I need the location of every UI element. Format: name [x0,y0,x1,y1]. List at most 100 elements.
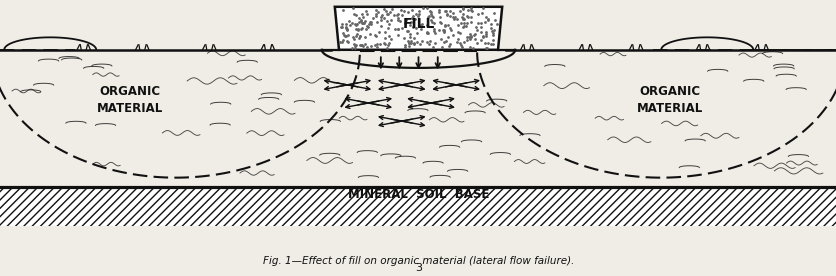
Point [451,17,464,21]
Point [424,12,437,17]
Point [437,30,451,34]
Point [467,33,481,37]
Point [352,16,365,21]
Point [471,12,484,16]
Point [398,44,411,49]
Text: Fig. 1—Effect of fill on organic material (lateral flow failure).: Fig. 1—Effect of fill on organic materia… [263,256,573,266]
Point [363,32,376,36]
Point [380,12,393,16]
Point [463,36,477,41]
Point [399,18,412,22]
Point [467,32,481,36]
Point [351,26,364,31]
Point [422,14,436,18]
Point [406,41,420,46]
Point [479,46,492,50]
Point [458,24,472,28]
Point [421,15,434,19]
Point [345,46,359,51]
Point [438,9,451,13]
Point [464,6,477,10]
Point [423,39,436,43]
Point [362,22,375,26]
Point [434,21,447,26]
Point [480,46,493,51]
Point [343,23,356,27]
Point [479,30,492,34]
Point [410,31,423,36]
Point [428,30,441,35]
Point [490,22,503,26]
Point [346,6,359,11]
Point [464,15,477,19]
Point [461,8,474,12]
Point [414,27,427,31]
Point [409,12,422,16]
Point [405,8,419,12]
Point [354,18,368,23]
Point [486,33,499,38]
Point [364,20,377,24]
Point [426,20,440,25]
Point [348,46,361,50]
Point [432,28,446,32]
Point [369,34,382,38]
Point [376,7,390,11]
Point [370,45,383,49]
Point [339,34,353,38]
Point [376,40,390,45]
Point [415,22,428,26]
Point [404,41,417,45]
Point [390,11,404,16]
Point [359,9,372,13]
Point [460,35,473,39]
Point [400,29,413,33]
Point [353,34,366,38]
Point [370,42,383,47]
Point [390,18,404,22]
Point [446,33,459,37]
Point [443,9,456,14]
Point [456,17,469,21]
Point [471,21,484,25]
Point [335,21,349,26]
Point [339,22,352,26]
Point [374,23,387,28]
Point [447,15,461,19]
Text: FILL: FILL [402,17,434,31]
Point [359,12,373,17]
Point [401,44,415,49]
Point [354,43,368,47]
Point [415,39,429,43]
Point [354,18,368,22]
Point [333,39,346,44]
Point [360,24,374,28]
Point [440,12,453,17]
Point [394,8,407,12]
Point [364,21,377,26]
Point [375,12,389,17]
Point [449,39,462,44]
Point [341,40,354,44]
Point [437,23,451,28]
Point [336,7,349,12]
Point [411,9,425,13]
Point [446,15,460,19]
Point [381,26,395,30]
Point [356,21,370,25]
Point [460,38,473,42]
Point [481,17,494,21]
Point [437,40,451,45]
Point [441,35,454,39]
Point [350,28,364,32]
Point [442,25,456,30]
Point [433,20,446,24]
Point [341,33,354,37]
Point [462,31,476,36]
Point [432,8,446,12]
Point [368,43,381,47]
Point [451,30,464,34]
Point [424,10,437,14]
Point [443,14,456,18]
Point [337,33,350,37]
